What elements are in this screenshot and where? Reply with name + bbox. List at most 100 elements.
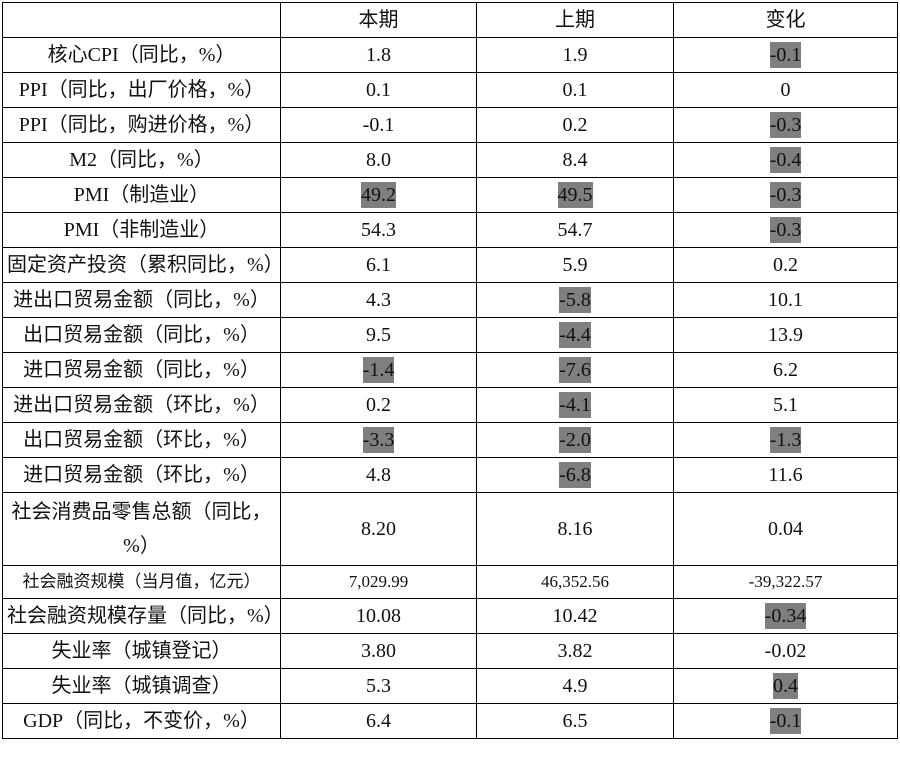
row-label: 出口贸易金额（同比，%） <box>2 317 281 353</box>
row-label: PMI（非制造业） <box>2 212 281 248</box>
cell: 8.4 <box>476 142 674 178</box>
row-label: 出口贸易金额（环比，%） <box>2 422 281 458</box>
cell: -7.6 <box>476 352 674 388</box>
table-row: 失业率（城镇调查） 5.3 4.9 0.4 <box>2 668 898 704</box>
highlighted-value: -0.3 <box>769 182 802 208</box>
row-label: 社会消费品零售总额（同比，%） <box>2 492 281 566</box>
table-row: PPI（同比，购进价格，%） -0.1 0.2 -0.3 <box>2 107 898 143</box>
cell: 3.80 <box>280 633 477 669</box>
cell: 0.1 <box>476 72 674 108</box>
cell: -0.4 <box>673 142 898 178</box>
cell: 46,352.56 <box>476 565 674 599</box>
cell: 5.1 <box>673 387 898 423</box>
row-label: 进口贸易金额（环比，%） <box>2 457 281 493</box>
header-cell: 上期 <box>476 2 674 38</box>
cell: 9.5 <box>280 317 477 353</box>
row-label: 失业率（城镇调查） <box>2 668 281 704</box>
cell: 11.6 <box>673 457 898 493</box>
highlighted-value: -3.3 <box>362 427 395 453</box>
highlighted-value: 49.5 <box>557 182 593 208</box>
cell: -0.1 <box>280 107 477 143</box>
cell: 10.1 <box>673 282 898 318</box>
table-row: 失业率（城镇登记） 3.80 3.82 -0.02 <box>2 633 898 669</box>
row-label: PMI（制造业） <box>2 177 281 213</box>
highlighted-value: -0.3 <box>769 217 802 243</box>
cell: 10.42 <box>476 598 674 634</box>
table-row: PPI（同比，出厂价格，%） 0.1 0.1 0 <box>2 72 898 108</box>
cell: -2.0 <box>476 422 674 458</box>
cell: 0.2 <box>673 247 898 283</box>
row-label: 社会融资规模存量（同比，%） <box>2 598 284 634</box>
cell: -0.3 <box>673 177 898 213</box>
table-row: PMI（非制造业） 54.3 54.7 -0.3 <box>2 212 898 248</box>
highlighted-value: -0.4 <box>769 147 802 173</box>
cell: -4.1 <box>476 387 674 423</box>
cell: -0.3 <box>673 107 898 143</box>
row-label: 进口贸易金额（同比，%） <box>2 352 281 388</box>
table-row: 进口贸易金额（环比，%） 4.8 -6.8 11.6 <box>2 457 898 493</box>
data-table: 本期 上期 变化 核心CPI（同比，%） 1.8 1.9 -0.1 PPI（同比，出厂价格，%… <box>2 2 898 739</box>
table-row: 进口贸易金额（同比，%） -1.4 -7.6 6.2 <box>2 352 898 388</box>
table-row: 固定资产投资（累积同比，%） 6.1 5.9 0.2 <box>2 247 898 283</box>
header-cell: 本期 <box>280 2 477 38</box>
table-row: 社会融资规模存量（同比，%） 10.08 10.42 -0.34 <box>2 598 898 634</box>
highlighted-value: -1.3 <box>769 427 802 453</box>
cell: 0.1 <box>280 72 477 108</box>
row-label: M2（同比，%） <box>2 142 281 178</box>
header-row: 本期 上期 变化 <box>2 2 898 38</box>
cell: 4.8 <box>280 457 477 493</box>
cell: -3.3 <box>280 422 477 458</box>
table-row: 出口贸易金额（同比，%） 9.5 -4.4 13.9 <box>2 317 898 353</box>
row-label: 进出口贸易金额（同比，%） <box>2 282 281 318</box>
cell: 0.04 <box>673 492 898 566</box>
cell: 10.08 <box>280 598 477 634</box>
row-label: 核心CPI（同比，%） <box>2 37 281 73</box>
cell: 49.2 <box>280 177 477 213</box>
cell: -0.3 <box>673 212 898 248</box>
cell: -6.8 <box>476 457 674 493</box>
cell: -5.8 <box>476 282 674 318</box>
cell: 5.3 <box>280 668 477 704</box>
cell: -39,322.57 <box>673 565 898 599</box>
cell: 54.7 <box>476 212 674 248</box>
cell: -0.1 <box>673 703 898 739</box>
cell: 5.9 <box>476 247 674 283</box>
cell: 1.8 <box>280 37 477 73</box>
cell: 0 <box>673 72 898 108</box>
table-row: PMI（制造业） 49.2 49.5 -0.3 <box>2 177 898 213</box>
row-label: 进出口贸易金额（环比，%） <box>2 387 281 423</box>
row-label: 固定资产投资（累积同比，%） <box>2 247 284 283</box>
cell: 0.2 <box>280 387 477 423</box>
highlighted-value: -2.0 <box>559 427 591 453</box>
cell: 3.82 <box>476 633 674 669</box>
highlighted-value: -4.1 <box>559 392 591 418</box>
row-label: 社会融资规模（当月值，亿元） <box>2 565 281 599</box>
table-row: 社会消费品零售总额（同比，%） 8.20 8.16 0.04 <box>2 492 898 566</box>
highlighted-value: -0.34 <box>764 603 807 629</box>
cell: 6.1 <box>280 247 477 283</box>
cell: 7,029.99 <box>280 565 477 599</box>
row-label: PPI（同比，出厂价格，%） <box>2 72 281 108</box>
highlighted-value: -7.6 <box>559 357 591 383</box>
cell: 8.0 <box>280 142 477 178</box>
cell: 8.20 <box>280 492 477 566</box>
row-label: PPI（同比，购进价格，%） <box>2 107 281 143</box>
highlighted-value: -0.1 <box>769 42 802 68</box>
highlighted-value: -1.4 <box>362 357 395 383</box>
cell: 8.16 <box>476 492 674 566</box>
cell: 0.2 <box>476 107 674 143</box>
cell: 13.9 <box>673 317 898 353</box>
highlighted-value: -4.4 <box>559 322 591 348</box>
cell: 1.9 <box>476 37 674 73</box>
table-row: 核心CPI（同比，%） 1.8 1.9 -0.1 <box>2 37 898 73</box>
table-row: 出口贸易金额（环比，%） -3.3 -2.0 -1.3 <box>2 422 898 458</box>
cell: 49.5 <box>476 177 674 213</box>
cell: 0.4 <box>673 668 898 704</box>
highlighted-value: -0.1 <box>769 708 802 734</box>
table-row: M2（同比，%） 8.0 8.4 -0.4 <box>2 142 898 178</box>
row-label: 失业率（城镇登记） <box>2 633 281 669</box>
cell: -0.1 <box>673 37 898 73</box>
header-cell: 变化 <box>673 2 898 38</box>
cell: 54.3 <box>280 212 477 248</box>
